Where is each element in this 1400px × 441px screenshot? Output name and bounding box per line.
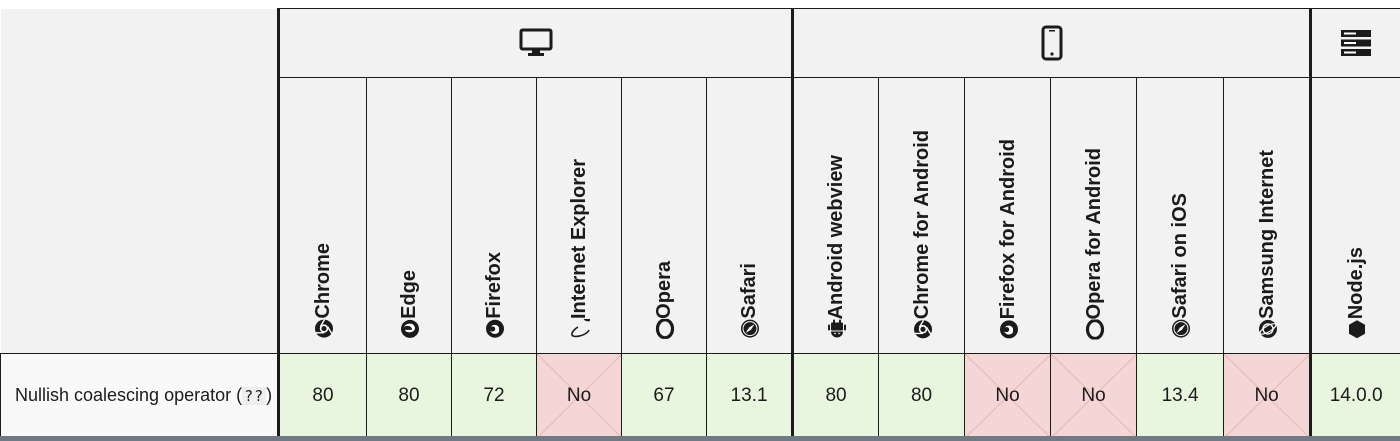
feature-label-end: ) [266, 385, 273, 405]
browser-header-edge: Edge [366, 77, 452, 354]
svg-text:e: e [576, 319, 590, 322]
opera-icon [654, 318, 675, 340]
browser-header-chrome: Chrome [277, 77, 367, 354]
browser-header-row: Chrome Edge Firefox eInternet Explorer O… [1, 77, 1400, 354]
browser-name: Internet Explorer [568, 158, 590, 319]
support-cell-safari[interactable]: 13.1 [705, 353, 794, 438]
chrome-icon [313, 319, 333, 339]
desktop-icon [519, 28, 553, 56]
browser-name: Samsung Internet [1255, 150, 1278, 319]
browser-name: Safari on iOS [1169, 193, 1192, 319]
safari-icon [739, 319, 760, 339]
browser-name: Opera [653, 261, 675, 319]
corner-cell [0, 8, 279, 354]
chrome-icon [912, 319, 932, 339]
opera-icon [1084, 318, 1104, 340]
browser-name: Firefox for Android [996, 138, 1019, 319]
browser-header-safari: Safari [705, 77, 794, 354]
support-cell-android-webview[interactable]: 80 [791, 353, 880, 438]
browser-name: Node.js [1345, 246, 1368, 319]
support-cell-firefox-android[interactable]: No [964, 353, 1052, 438]
support-cell-ie[interactable]: No [536, 353, 622, 438]
support-cell-opera[interactable]: 67 [621, 353, 707, 438]
platform-row [0, 8, 1400, 354]
support-cell-opera-android[interactable]: No [1050, 353, 1138, 438]
support-cell-safari-ios[interactable]: 13.4 [1136, 353, 1225, 438]
firefox-icon [998, 319, 1018, 339]
feature-code: ?? [242, 387, 267, 405]
browser-name: Firefox [483, 252, 505, 319]
browser-name: Opera for Android [1082, 147, 1105, 319]
bottom-divider [0, 436, 1400, 441]
browser-header-ie: eInternet Explorer [536, 77, 622, 354]
browser-header-safari-ios: Safari on iOS [1136, 77, 1225, 354]
browser-header-opera: Opera [621, 77, 707, 354]
browser-name: Chrome for Android [910, 129, 933, 319]
browser-compat-table: Chrome Edge Firefox eInternet Explorer O… [0, 8, 1400, 438]
browser-name: Chrome [312, 243, 334, 319]
firefox-icon [484, 319, 504, 339]
browser-header-chrome-android: Chrome for Android [878, 77, 966, 354]
samsung-icon [1257, 319, 1277, 339]
browser-header-android-webview: Android webview [791, 77, 880, 354]
mobile-icon [1041, 25, 1063, 61]
browser-name: Android webview [825, 154, 848, 319]
nodejs-icon [1346, 319, 1366, 339]
support-cell-firefox[interactable]: 72 [451, 353, 537, 438]
support-cell-chrome-android[interactable]: 80 [878, 353, 966, 438]
support-cell-nodejs[interactable]: 14.0.0 [1309, 353, 1400, 438]
support-cell-chrome[interactable]: 80 [277, 353, 367, 438]
safari-icon [1170, 319, 1191, 339]
platform-server [1309, 8, 1400, 78]
platform-desktop [276, 8, 794, 78]
browser-name: Edge [398, 270, 420, 319]
browser-header-firefox: Firefox [451, 77, 537, 354]
feature-row: Nullish coalescing operator (??) 80 80 7… [0, 353, 1400, 438]
platform-mobile [791, 8, 1312, 78]
android-icon [826, 319, 847, 339]
feature-name[interactable]: Nullish coalescing operator (??) [0, 353, 279, 438]
browser-header-samsung: Samsung Internet [1223, 77, 1312, 354]
edge-icon [399, 319, 419, 339]
browser-name: Safari [738, 263, 761, 319]
support-cell-edge[interactable]: 80 [366, 353, 452, 438]
browser-header-firefox-android: Firefox for Android [964, 77, 1052, 354]
feature-label: Nullish coalescing operator ( [15, 385, 243, 405]
top-strip [0, 0, 1400, 8]
browser-header-nodejs: Node.js [1309, 77, 1400, 354]
ie-icon: e [569, 313, 598, 339]
browser-header-opera-android: Opera for Android [1050, 77, 1138, 354]
support-cell-samsung[interactable]: No [1223, 353, 1312, 438]
server-icon [1340, 30, 1372, 56]
